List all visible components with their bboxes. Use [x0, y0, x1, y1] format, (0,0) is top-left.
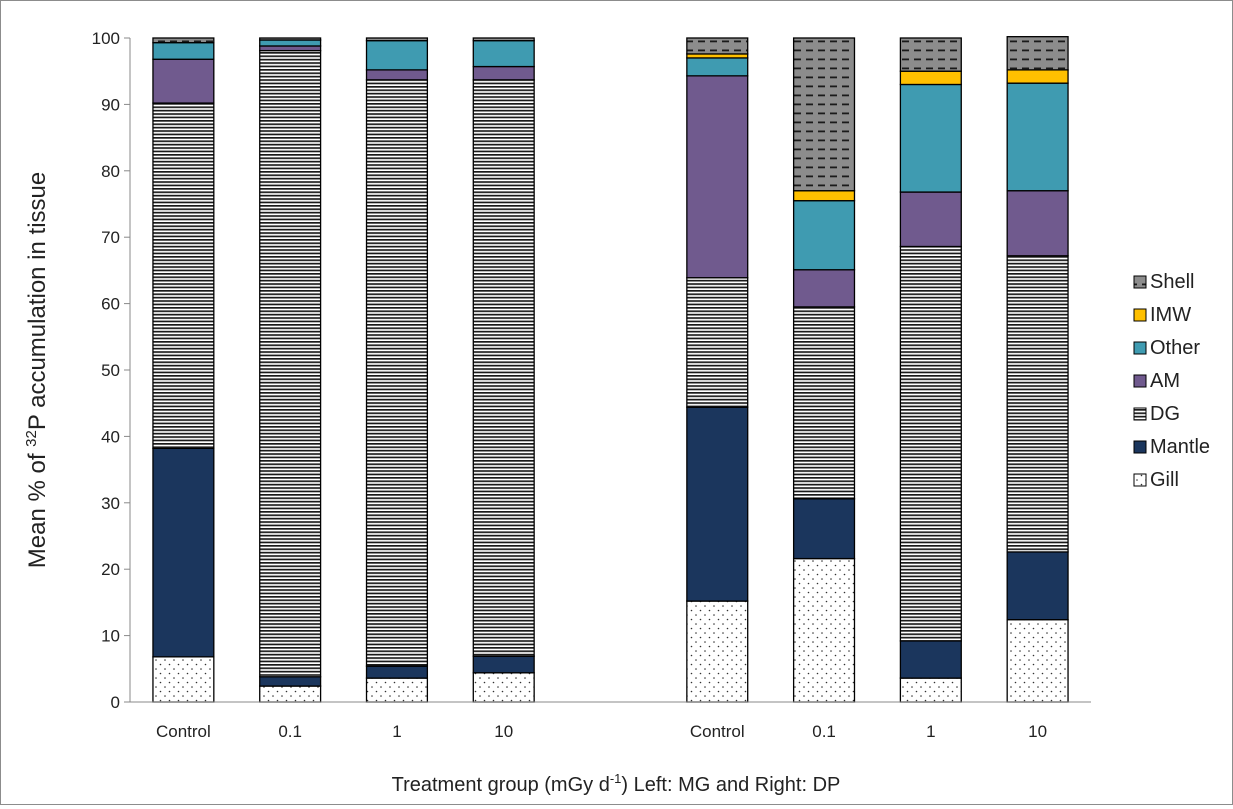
x-tick-label: 1	[392, 722, 401, 741]
bar-segment-am	[259, 45, 322, 52]
bar-segment-dg	[365, 79, 429, 667]
x-axis: Control 0.1 1 10 Control 0.1 1 10	[130, 701, 1091, 741]
bar-segment-other	[152, 41, 215, 60]
x-tick-label: 0.1	[278, 722, 302, 741]
x-tick-label: 10	[494, 722, 513, 741]
bar-segment-mantle	[152, 447, 215, 658]
bar-segment-am	[899, 191, 962, 248]
bar-segment-shell	[472, 37, 535, 42]
legend-swatch-mantle	[1133, 440, 1147, 454]
y-tick-label: 90	[101, 95, 120, 114]
bar-segment-mantle	[472, 655, 535, 674]
bar-segment-gill	[365, 677, 429, 703]
bar-segment-gill	[259, 685, 322, 703]
bar-segment-mantle	[686, 406, 749, 602]
bar-segment-shell	[899, 37, 962, 72]
bar-segment-gill	[472, 672, 535, 703]
bar-segment-am	[365, 69, 429, 81]
legend-label-am: AM	[1150, 370, 1180, 392]
bar-segment-am	[792, 269, 856, 308]
bar-segment-other	[792, 200, 856, 271]
legend-swatch-other	[1133, 341, 1147, 355]
bar-segment-mantle	[259, 676, 322, 687]
bar-segment-dg	[152, 102, 215, 450]
y-tick-label: 30	[101, 494, 120, 513]
legend-label-dg: DG	[1150, 403, 1180, 425]
bars	[152, 36, 1069, 703]
bar-segment-dg	[1006, 255, 1069, 553]
bar-segment-gill	[1006, 619, 1069, 703]
bar-segment-mantle	[1006, 551, 1069, 621]
x-tick-label: 1	[926, 722, 935, 741]
bar-segment-gill	[899, 677, 962, 703]
legend-label-other: Other	[1150, 337, 1200, 359]
legend-label-imw: IMW	[1150, 304, 1191, 326]
bar-segment-dg	[472, 79, 535, 657]
y-tick-label: 60	[101, 295, 120, 314]
y-tick-label: 100	[92, 29, 120, 48]
y-axis-title: Mean % of 32P accumulation in tissue	[23, 172, 51, 568]
y-axis-title-prefix: Mean % of	[24, 447, 51, 568]
legend-label-shell: Shell	[1150, 271, 1194, 293]
bar-segment-dg	[686, 277, 749, 408]
x-axis-title-suffix: ) Left: MG and Right: DP	[621, 774, 840, 796]
bar-segment-shell	[792, 37, 856, 192]
bar-segment-imw	[792, 190, 856, 202]
y-tick-label: 70	[101, 228, 120, 247]
bar-segment-am	[686, 75, 749, 279]
bar-segment-gill	[686, 600, 749, 703]
y-axis-title-sup: 32	[23, 430, 40, 447]
legend-swatch-am	[1133, 374, 1147, 388]
bar-segment-shell	[259, 37, 322, 41]
bar-segment-am	[472, 65, 535, 81]
bar-segment-dg	[792, 306, 856, 500]
bar-segment-mantle	[792, 498, 856, 560]
x-axis-title: Treatment group (mGy d-1) Left: MG and R…	[392, 771, 841, 796]
bar-segment-shell	[686, 37, 749, 55]
bar-segment-dg	[259, 49, 322, 678]
bar-segment-mantle	[899, 640, 962, 679]
bar-segment-shell	[152, 37, 215, 44]
bar-segment-other	[472, 40, 535, 68]
x-tick-label: Control	[690, 722, 745, 741]
bar-segment-imw	[899, 70, 962, 86]
x-axis-title-sup: -1	[610, 771, 622, 786]
bar-segment-dg	[899, 245, 962, 642]
y-tick-label: 10	[101, 627, 120, 646]
legend-swatch-gill	[1133, 473, 1147, 487]
bar-segment-shell	[365, 37, 429, 42]
y-tick-label: 50	[101, 361, 120, 380]
bar-segment-shell	[1006, 36, 1069, 71]
x-tick-label: 0.1	[812, 722, 836, 741]
bar-segment-other	[259, 39, 322, 47]
bar-segment-other	[899, 83, 962, 193]
y-tick-label: 40	[101, 427, 120, 446]
legend-swatch-imw	[1133, 308, 1147, 322]
bar-segment-am	[152, 58, 215, 104]
x-tick-label: Control	[156, 722, 211, 741]
bar-segment-imw	[1006, 69, 1069, 84]
bar-segment-other	[1006, 82, 1069, 192]
legend-label-mantle: Mantle	[1150, 436, 1210, 458]
bar-segment-other	[365, 40, 429, 71]
legend-swatch-shell	[1133, 275, 1147, 289]
bar-segment-mantle	[365, 665, 429, 679]
y-tick-label: 80	[101, 162, 120, 181]
legend-swatch-dg	[1133, 407, 1147, 421]
bar-segment-am	[1006, 190, 1069, 257]
y-tick-label: 20	[101, 560, 120, 579]
x-axis-title-prefix: Treatment group (mGy d	[392, 774, 610, 796]
y-tick-label: 0	[111, 693, 120, 712]
y-axis: 0 10 20 30 40 50 60 70 80 90 100	[92, 29, 131, 712]
legend-label-gill: Gill	[1150, 469, 1179, 491]
y-axis-title-suffix: P accumulation in tissue	[24, 172, 51, 430]
bar-segment-gill	[152, 656, 215, 703]
legend: Shell IMW Other AM DG Mantle Gill	[1133, 271, 1210, 491]
x-tick-label: 10	[1028, 722, 1047, 741]
bar-segment-other	[686, 57, 749, 77]
bar-segment-gill	[792, 557, 856, 703]
